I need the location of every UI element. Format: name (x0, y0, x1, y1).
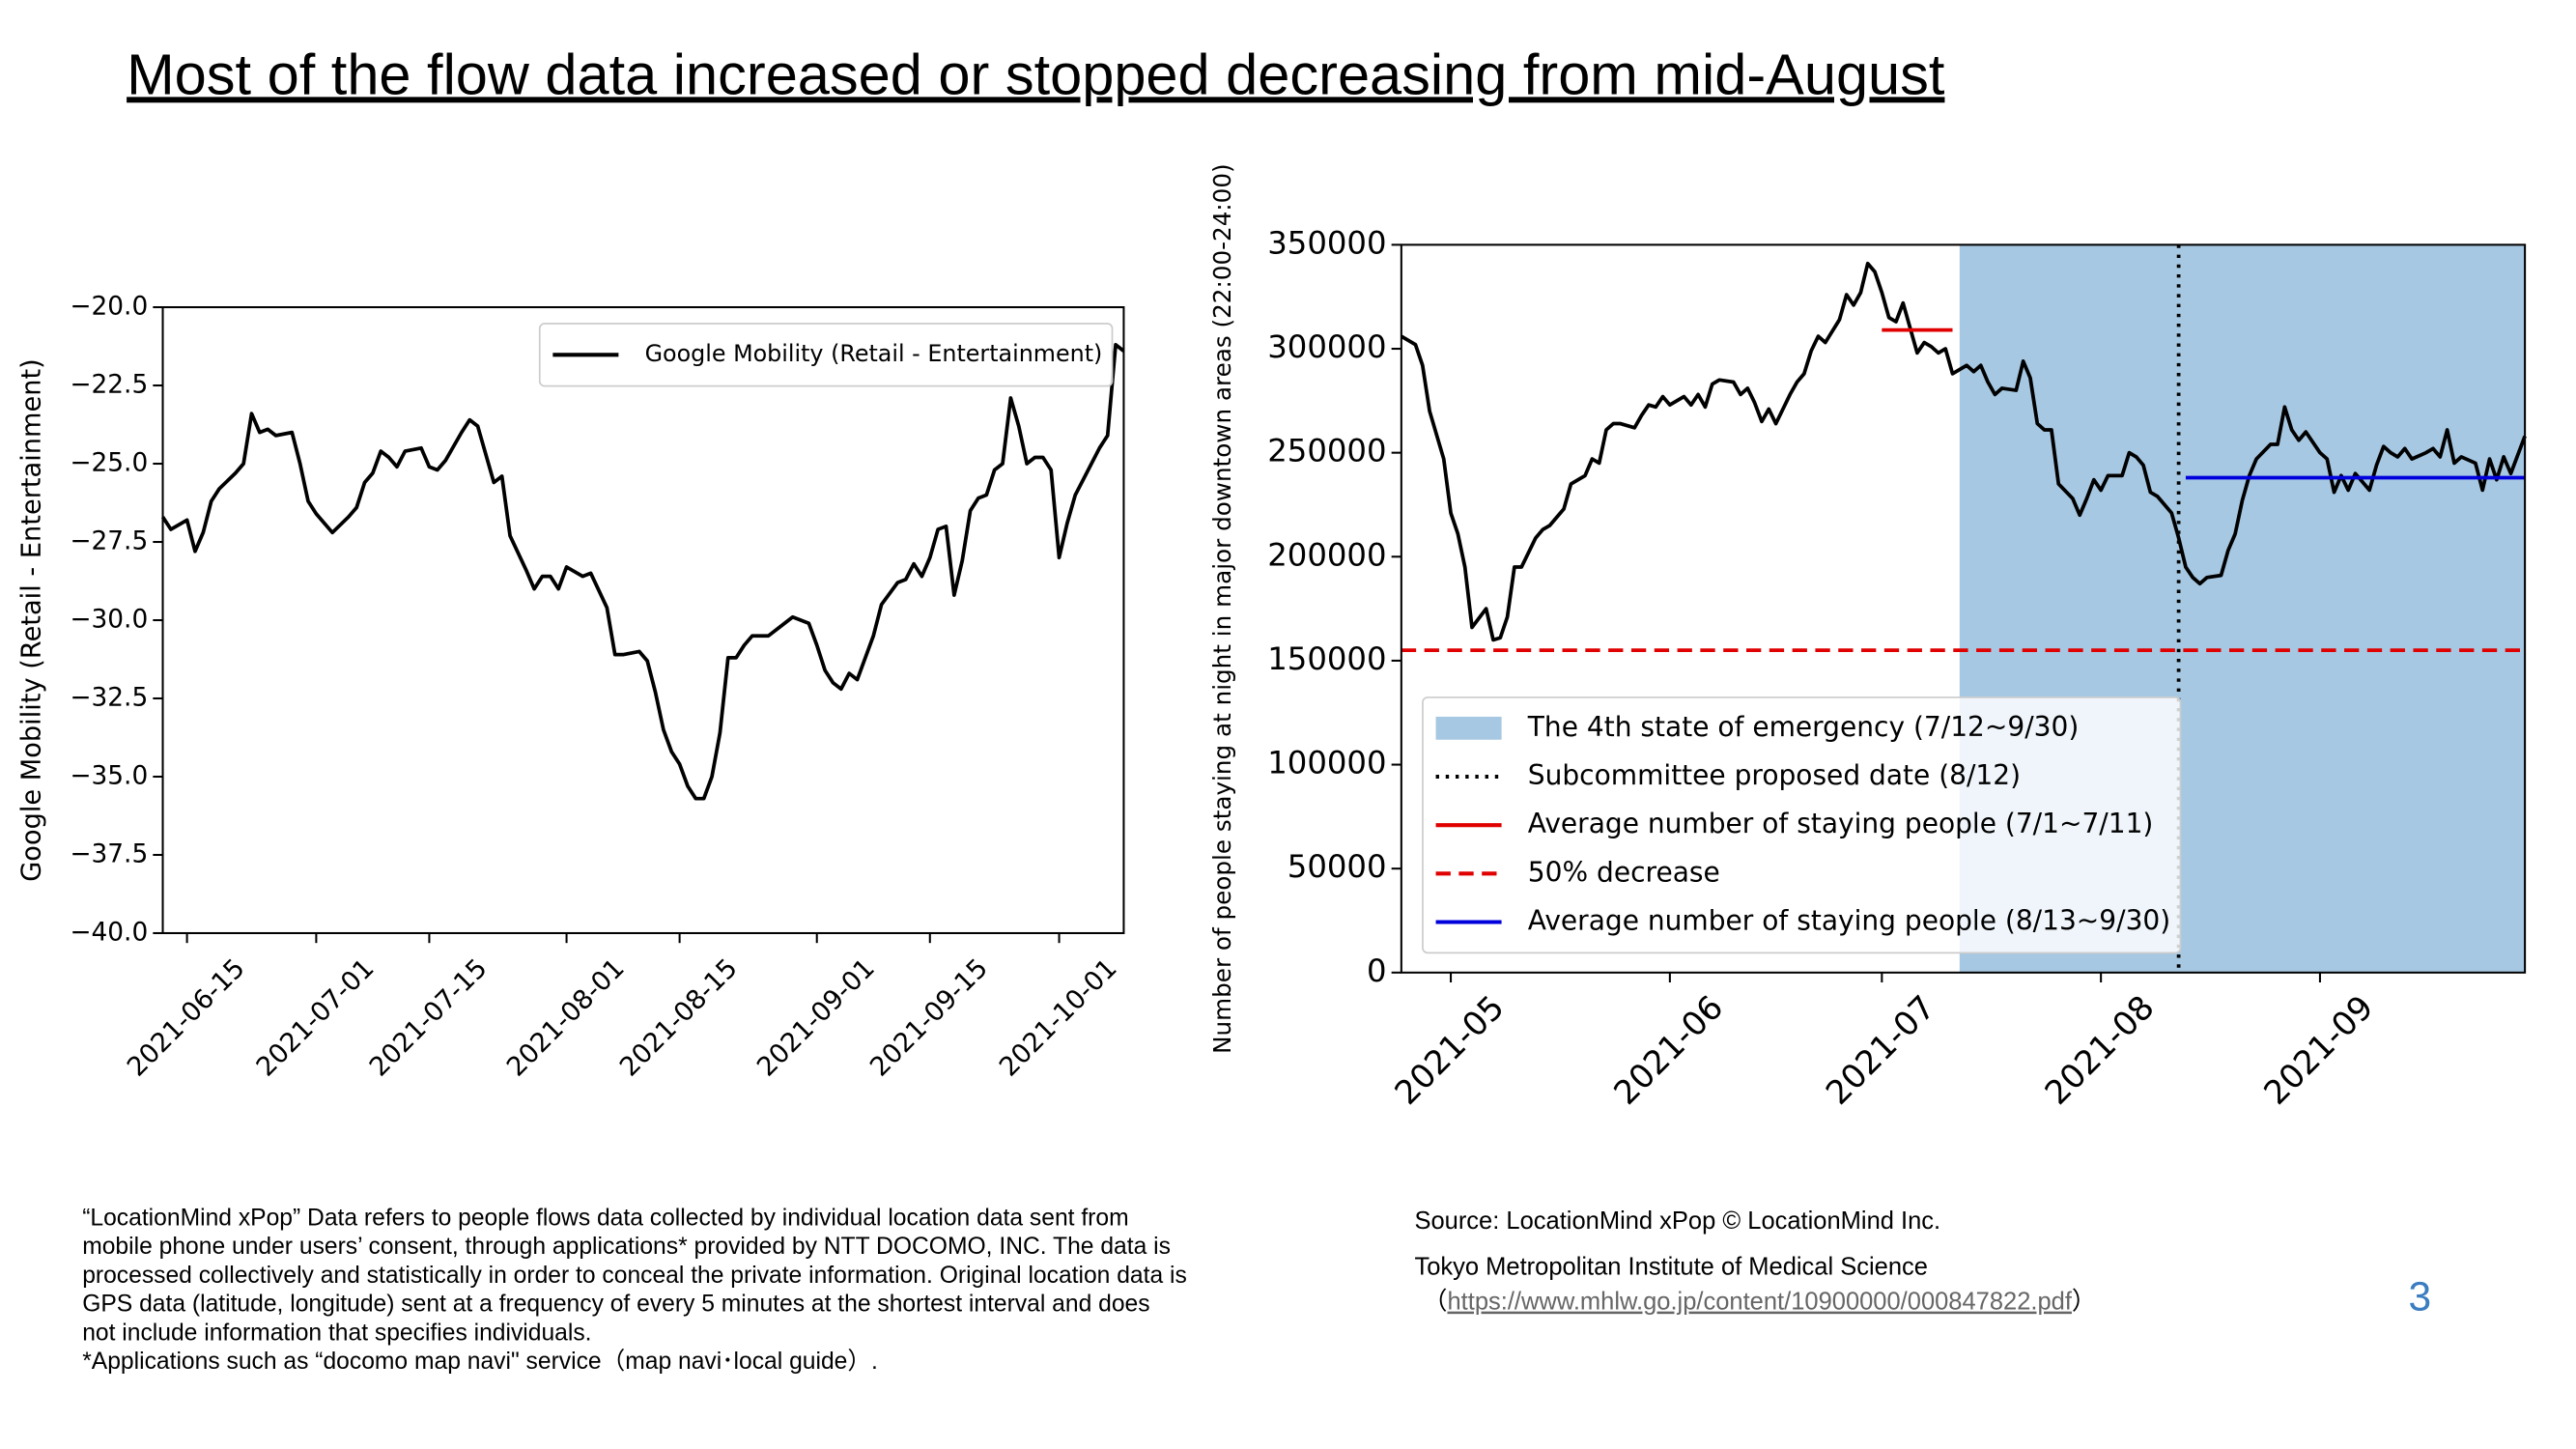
plot-frame (1400, 243, 2527, 974)
legend: Google Mobility (Retail - Entertainment) (538, 323, 1114, 387)
bracket: （ (1423, 1288, 1448, 1315)
y-tick-label: −40.0 (70, 918, 148, 947)
source-line: Source: LocationMind xPop © LocationMind… (1414, 1208, 1940, 1235)
y-tick-label: −37.5 (70, 839, 148, 868)
x-tick-label: 2021-09-15 (864, 953, 994, 1083)
x-tick-label: 2021-07 (1819, 988, 1943, 1113)
footnote-line: GPS data (latitude, longitude) sent at a… (82, 1292, 1149, 1318)
legend: The 4th state of emergency (7/12~9/30) Su… (1422, 696, 2182, 954)
y-tick-label: 0 (1367, 952, 1387, 989)
footnote-line: processed collectively and statistically… (82, 1263, 1187, 1289)
source-url[interactable]: https://www.mhlw.go.jp/content/10900000/… (1447, 1288, 2072, 1315)
y-tick-label: 100000 (1267, 745, 1386, 781)
y-tick-label: 350000 (1267, 224, 1386, 261)
x-tick-label: 2021-08 (2038, 988, 2163, 1113)
footnote-line: *Applications such as “docomo map navi" … (82, 1348, 878, 1375)
source-line: Tokyo Metropolitan Institute of Medical … (1414, 1254, 1928, 1281)
x-tick-label: 2021-08-01 (501, 953, 631, 1083)
chart: 0 50000 100000 150000 200000 250000 300000 3500… (1208, 163, 2527, 1113)
x-tick-label: 2021-07-01 (251, 953, 381, 1083)
x-tick-label: 2021-09-01 (751, 953, 881, 1083)
legend-box (538, 323, 1114, 387)
y-tick-label: −20.0 (70, 293, 148, 322)
y-tick-label: −27.5 (70, 527, 148, 556)
x-tick-label: 2021-07-15 (364, 953, 494, 1083)
legend-box (1422, 696, 2182, 954)
legend-label: Google Mobility (Retail - Entertainment) (645, 340, 1103, 367)
bracket: ） (2072, 1288, 2097, 1315)
footnote-line: mobile phone under users’ consent, throu… (82, 1234, 1171, 1260)
y-tick-label: 50000 (1288, 848, 1387, 885)
chart: −40.0 −37.5 −35.0 −32.5 −30.0 −27.5 −25.0 −22.5… (17, 293, 1125, 1083)
y-tick-label: 150000 (1267, 640, 1386, 677)
data-line (1400, 261, 2527, 642)
legend-label: The 4th state of emergency (7/12~9/30) (1527, 711, 2080, 743)
x-tick-label: 2021-09 (2257, 988, 2382, 1113)
y-axis-label: Number of people staying at night in maj… (1208, 163, 1236, 1054)
plot-frame (161, 306, 1125, 935)
legend-label: Subcommittee proposed date (8/12) (1528, 759, 2021, 791)
legend-label: 50% decrease (1528, 856, 1720, 888)
y-tick-label: 300000 (1267, 328, 1386, 365)
x-tick-label: 2021-10-01 (994, 953, 1123, 1083)
x-tick-label: 2021-06-15 (122, 953, 251, 1083)
y-tick-label: −32.5 (70, 684, 148, 713)
y-axis-label: Google Mobility (Retail - Entertainment) (17, 358, 47, 882)
y-tick-label: 200000 (1267, 536, 1386, 573)
legend-label: Average number of staying people (8/13~9… (1528, 905, 2170, 937)
y-tick-label: 250000 (1267, 433, 1386, 469)
data-line (160, 343, 1125, 801)
source: Source: LocationMind xPop © LocationMind… (1414, 1208, 2096, 1315)
footnote-line: not include information that specifies i… (82, 1320, 591, 1346)
y-tick-label: −22.5 (70, 371, 148, 400)
y-tick-label: −35.0 (70, 761, 148, 790)
footnote: “LocationMind xPop” Data refers to peopl… (82, 1205, 1187, 1375)
source-url-line: （https://www.mhlw.go.jp/content/10900000… (1423, 1288, 2097, 1315)
legend-swatch (1435, 716, 1502, 740)
x-tick-label: 2021-06 (1606, 988, 1731, 1113)
y-tick-label: −25.0 (70, 449, 148, 478)
footnote-line: “LocationMind xPop” Data refers to peopl… (82, 1205, 1128, 1231)
legend-label: Average number of staying people (7/1~7/… (1528, 808, 2154, 839)
y-tick-label: −30.0 (70, 606, 148, 635)
x-tick-label: 2021-08-15 (614, 953, 744, 1083)
x-tick-label: 2021-05 (1388, 988, 1513, 1113)
slide-title: Most of the flow data increased or stopp… (127, 42, 1945, 106)
page-number: 3 (2408, 1274, 2431, 1320)
